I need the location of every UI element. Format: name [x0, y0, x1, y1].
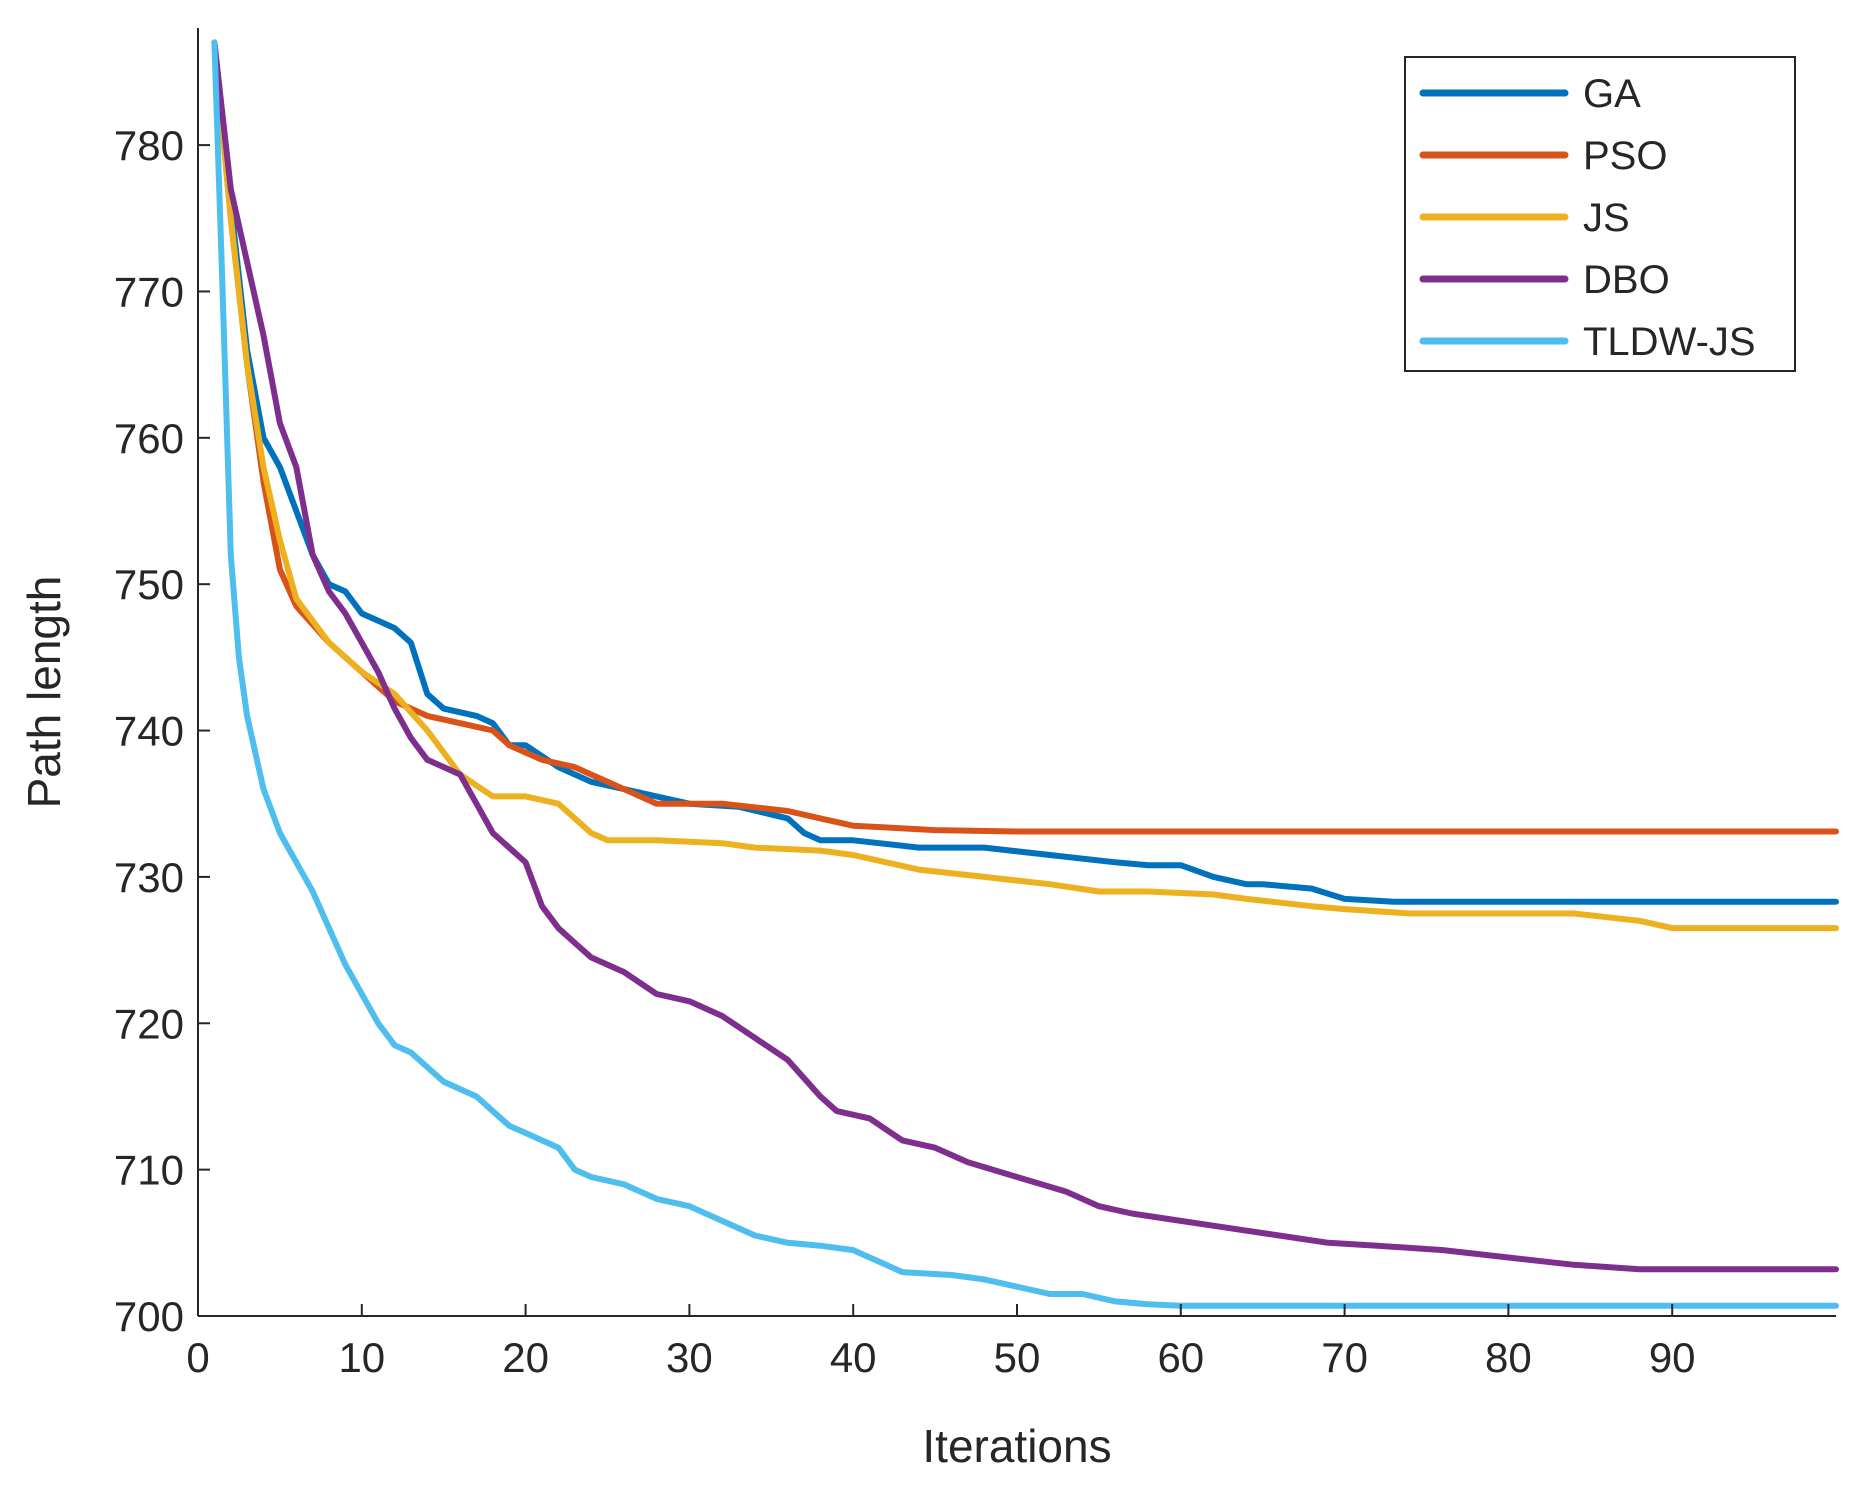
legend-label: DBO — [1583, 258, 1670, 302]
x-tick-label: 0 — [186, 1334, 209, 1381]
y-tick-label: 760 — [114, 415, 184, 462]
legend-label: GA — [1583, 72, 1641, 116]
x-tick-label: 60 — [1157, 1334, 1204, 1381]
legend-label: PSO — [1583, 134, 1667, 178]
y-axis-title: Path length — [18, 576, 70, 809]
y-tick-label: 730 — [114, 854, 184, 901]
x-tick-label: 90 — [1649, 1334, 1696, 1381]
y-tick-label: 780 — [114, 122, 184, 169]
series-line-tldw-js — [211, 39, 1839, 1309]
x-tick-label: 30 — [666, 1334, 713, 1381]
y-tick-label: 720 — [114, 1000, 184, 1047]
series-line-pso — [211, 39, 1839, 835]
x-tick-label: 50 — [994, 1334, 1041, 1381]
legend-label: JS — [1583, 196, 1630, 240]
y-tick-label: 740 — [114, 708, 184, 755]
x-tick-label: 80 — [1485, 1334, 1532, 1381]
y-tick-label: 770 — [114, 268, 184, 315]
legend: GA PSO JS DBO TLDW-JS — [1404, 56, 1796, 372]
x-tick-label: 20 — [502, 1334, 549, 1381]
series-line-js — [211, 39, 1839, 932]
series-line-ga — [211, 39, 1839, 905]
ticks-layer: 0 10 20 30 40 50 60 70 80 90 700 710 720 730 740 750 760… — [114, 122, 1696, 1381]
x-axis-title: Iterations — [922, 1420, 1111, 1472]
y-tick-label: 750 — [114, 561, 184, 608]
x-tick-label: 10 — [338, 1334, 385, 1381]
series-line-dbo — [211, 39, 1839, 1273]
series-layer — [211, 39, 1839, 1309]
y-tick-label: 700 — [114, 1293, 184, 1340]
x-tick-label: 70 — [1321, 1334, 1368, 1381]
legend-label: TLDW-JS — [1583, 320, 1756, 364]
x-tick-label: 40 — [830, 1334, 877, 1381]
y-tick-label: 710 — [114, 1147, 184, 1194]
